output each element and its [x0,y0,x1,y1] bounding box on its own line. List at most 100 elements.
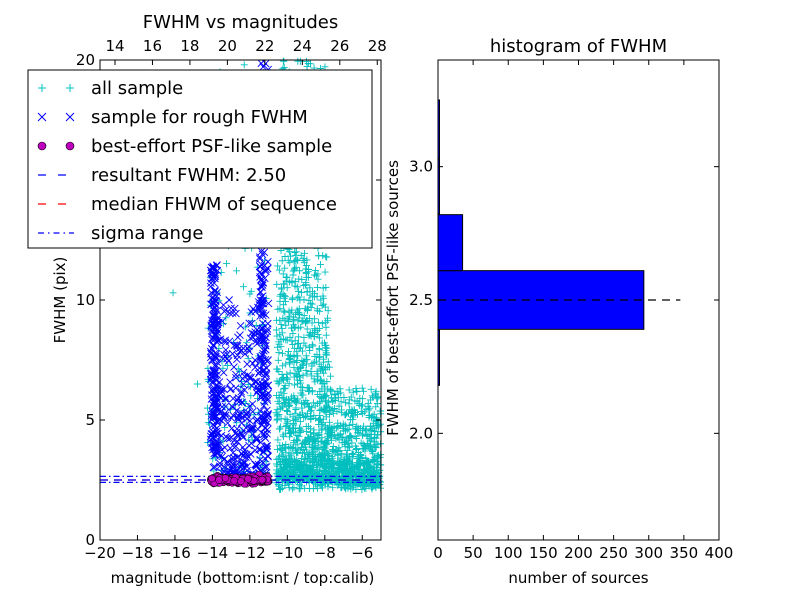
all-sample-point [349,420,357,428]
all-sample-point [294,448,302,456]
all-sample-point [314,416,322,424]
all-sample-point [350,450,358,458]
rough-fwhm-point [211,442,220,450]
legend-circle-marker [65,141,75,151]
rough-fwhm-point [260,365,268,374]
all-sample-point [304,303,312,311]
legend-cross-marker [37,112,47,122]
all-sample-point [313,370,321,378]
rough-fwhm-point [208,400,217,409]
all-sample-point [362,405,370,413]
all-sample-point [297,251,305,259]
rough-fwhm-point [213,320,222,329]
rough-fwhm-point [252,433,261,442]
all-sample-point [273,411,281,419]
rough-fwhm-point [221,306,230,314]
all-sample-point [290,381,298,389]
all-sample-point [355,471,363,479]
all-sample-point [315,444,323,452]
rough-fwhm-point [247,382,256,390]
rough-fwhm-point [223,434,232,443]
all-sample-point [358,486,366,494]
rough-fwhm-point [248,424,257,433]
rough-fwhm-point [252,337,260,345]
legend: all sample sample for rough FWHM best-effo… [27,69,373,249]
all-sample-point [306,284,314,292]
all-sample-point [354,410,362,418]
all-sample-point [310,411,318,419]
all-sample-point [245,436,253,444]
rough-fwhm-point [261,345,270,354]
all-sample-point [306,291,314,299]
all-sample-point [278,284,286,292]
x-tick-label: 0 [433,544,443,562]
all-sample-point [303,370,311,378]
rough-fwhm-point [249,333,257,342]
all-sample-point [299,317,307,325]
all-sample-point [364,461,372,469]
all-sample-point [318,320,326,328]
all-sample-point [318,425,326,433]
all-sample-point [301,438,309,446]
rough-fwhm-point [263,412,272,421]
rough-fwhm-point [239,452,248,460]
all-sample-point [286,354,294,362]
rough-fwhm-point [257,354,265,363]
all-sample-point [304,399,312,407]
all-sample-point [286,356,294,364]
all-sample-point [329,484,337,492]
all-sample-point [340,455,348,463]
all-sample-point [293,294,301,302]
all-sample-point [296,417,304,425]
all-sample-point [300,296,308,304]
all-sample-point [319,415,327,423]
all-sample-point [169,289,177,297]
legend-circle-marker [37,141,47,151]
all-sample-point [298,275,306,283]
all-sample-point [279,457,287,465]
rough-fwhm-point [251,356,259,364]
all-sample-point [334,461,342,469]
all-sample-point [279,290,287,298]
rough-fwhm-point [220,443,229,452]
rough-fwhm-point [254,298,263,306]
all-sample-point [279,433,287,441]
all-sample-point [272,326,280,334]
all-sample-point [376,453,384,461]
legend-label: resultant FWHM: 2.50 [91,165,286,186]
rough-fwhm-point [210,449,218,458]
rough-fwhm-point [262,267,270,276]
all-sample-point [280,294,288,302]
all-sample-point [321,339,329,347]
all-sample-point [298,471,306,479]
all-sample-point [277,321,285,329]
rough-fwhm-point [211,372,220,380]
y-tick-label: 10 [76,291,95,309]
rough-fwhm-point [246,334,255,343]
all-sample-point [335,402,343,410]
all-sample-point [322,463,330,471]
top-x-tick-label: 14 [105,37,124,55]
all-sample-point [307,299,315,307]
all-sample-point [294,437,302,445]
rough-fwhm-point [221,346,230,354]
all-sample-point [334,451,342,459]
rough-fwhm-point [238,431,247,440]
rough-fwhm-point [262,442,270,451]
rough-fwhm-point [245,425,254,433]
rough-fwhm-point [219,354,228,363]
all-sample-point [273,316,281,324]
all-sample-point [221,423,229,431]
all-sample-point [323,402,331,410]
all-sample-point [302,342,310,350]
all-sample-point [303,256,311,264]
rough-fwhm-point [211,422,219,430]
all-sample-point [361,469,369,477]
all-sample-point [286,259,294,267]
all-sample-point [369,468,377,476]
all-sample-point [294,333,302,341]
rough-fwhm-point [247,319,256,328]
all-sample-point [302,360,310,368]
all-sample-point [277,343,285,351]
all-sample-point [239,283,247,291]
